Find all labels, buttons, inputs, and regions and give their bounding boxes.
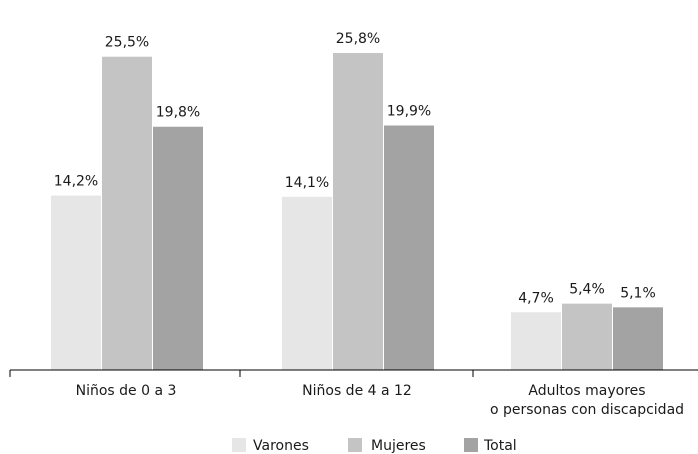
bar-varones-1: [51, 195, 101, 370]
bar-total-1: [153, 126, 203, 370]
data-label: 5,1%: [620, 285, 656, 301]
legend-swatch-varones: [232, 438, 246, 452]
category-label: Niños de 0 a 3: [76, 383, 177, 399]
data-label: 5,4%: [569, 282, 605, 298]
data-label: 19,8%: [156, 105, 200, 121]
data-label: 19,9%: [387, 104, 431, 120]
legend-label: Varones: [253, 438, 309, 454]
data-label: 14,1%: [285, 175, 329, 191]
bar-total-2: [384, 125, 434, 370]
legend-label: Mujeres: [371, 438, 426, 454]
bar-mujeres-1: [102, 56, 152, 370]
bar-total-3: [613, 307, 663, 370]
category-label: o personas con discapcidad: [490, 402, 684, 418]
bar-mujeres-3: [562, 303, 612, 370]
legend-label: Total: [483, 438, 517, 454]
data-label: 25,8%: [336, 31, 380, 47]
legend-swatch-mujeres: [348, 438, 362, 452]
data-label: 4,7%: [518, 290, 554, 306]
category-label: Niños de 4 a 12: [302, 383, 412, 399]
data-label: 14,2%: [54, 174, 98, 190]
bar-varones-2: [282, 196, 332, 370]
bar-mujeres-2: [333, 53, 383, 371]
category-label: Adultos mayores: [528, 383, 645, 399]
bar-varones-3: [511, 312, 561, 370]
legend-swatch-total: [464, 438, 478, 452]
data-label: 25,5%: [105, 35, 149, 51]
